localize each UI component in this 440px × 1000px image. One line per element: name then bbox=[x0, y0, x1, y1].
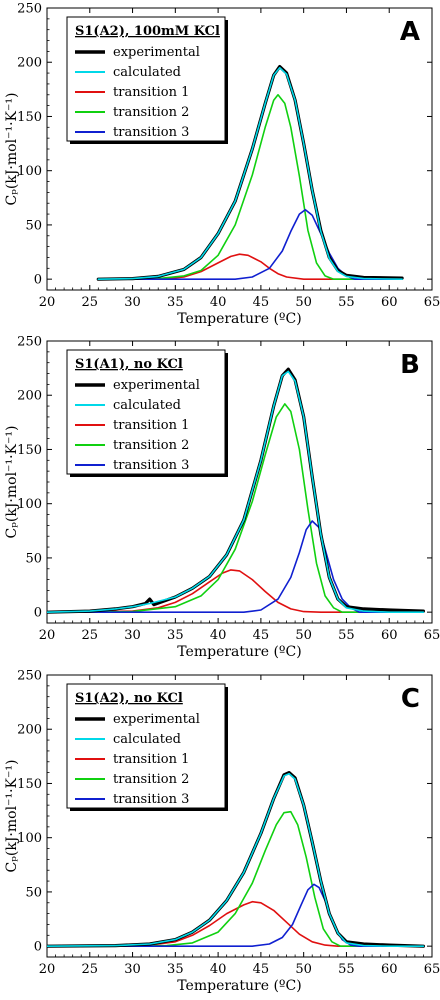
legend-label-transition-2: transition 2 bbox=[113, 772, 189, 787]
x-tick-label: 20 bbox=[39, 962, 56, 977]
chart-panel-c: 20 25 30 35 40 45 50 55 60 65 0 50 100 150 200 250 Tempe… bbox=[4, 669, 440, 995]
y-tick-label: 150 bbox=[17, 110, 42, 125]
legend-box bbox=[66, 349, 226, 475]
x-tick-label: 50 bbox=[295, 962, 312, 977]
legend-label-experimental: experimental bbox=[113, 45, 200, 60]
x-tick-label: 30 bbox=[124, 962, 141, 977]
y-axis-title: Cₚ(kJ·mol⁻¹·K⁻¹) bbox=[4, 93, 20, 206]
x-tick-label: 30 bbox=[124, 295, 141, 310]
x-tick-label: 35 bbox=[167, 628, 184, 643]
series-line-transition-3 bbox=[97, 208, 403, 281]
y-tick-label: 100 bbox=[17, 497, 42, 512]
series-line-transition-2 bbox=[47, 810, 425, 948]
series-line-transition-3 bbox=[47, 520, 425, 614]
x-axis-title: Temperature (ºC) bbox=[177, 311, 301, 327]
y-tick-label: 200 bbox=[17, 723, 42, 738]
panel-label: A bbox=[400, 17, 420, 47]
legend-label-transition-3: transition 3 bbox=[113, 125, 189, 140]
legend-label-calculated: calculated bbox=[113, 732, 181, 747]
x-tick-label: 55 bbox=[338, 295, 355, 310]
x-tick-label: 40 bbox=[210, 962, 227, 977]
series-group bbox=[96, 64, 404, 281]
x-tick-label: 65 bbox=[424, 962, 440, 977]
y-tick-label: 50 bbox=[25, 218, 42, 233]
x-tick-label: 40 bbox=[210, 295, 227, 310]
y-tick-label: 0 bbox=[34, 606, 42, 621]
y-tick-label: 50 bbox=[25, 551, 42, 566]
series-line-transition-1 bbox=[97, 253, 403, 281]
y-axis-title: Cₚ(kJ·mol⁻¹·K⁻¹) bbox=[4, 426, 20, 539]
x-tick-label: 35 bbox=[167, 295, 184, 310]
series-group bbox=[47, 367, 425, 614]
x-tick-label: 30 bbox=[124, 628, 141, 643]
legend-label-calculated: calculated bbox=[113, 398, 181, 413]
x-tick-label: 45 bbox=[253, 628, 270, 643]
legend-title: S1(A2), no KCl bbox=[75, 691, 183, 706]
y-axis-title: Cₚ(kJ·mol⁻¹·K⁻¹) bbox=[4, 760, 20, 873]
x-tick-label: 25 bbox=[82, 295, 99, 310]
legend-label-transition-1: transition 1 bbox=[113, 418, 189, 433]
y-tick-label: 150 bbox=[17, 777, 42, 792]
x-axis-title: Temperature (ºC) bbox=[177, 644, 301, 660]
series-group bbox=[47, 770, 425, 948]
x-tick-label: 35 bbox=[167, 962, 184, 977]
legend-label-transition-1: transition 1 bbox=[113, 85, 189, 100]
panel-label: B bbox=[400, 350, 420, 380]
x-tick-label: 60 bbox=[381, 295, 398, 310]
y-tick-label: 100 bbox=[17, 164, 42, 179]
series-line-calculated bbox=[97, 66, 403, 281]
legend-label-transition-3: transition 3 bbox=[113, 792, 189, 807]
x-tick-label: 25 bbox=[82, 962, 99, 977]
series-line-transition-2 bbox=[97, 94, 403, 281]
y-tick-label: 250 bbox=[17, 2, 42, 17]
series-line-transition-1 bbox=[47, 569, 425, 614]
legend-label-calculated: calculated bbox=[113, 65, 181, 80]
y-tick-label: 0 bbox=[34, 940, 42, 955]
y-tick-label: 150 bbox=[17, 443, 42, 458]
y-tick-label: 100 bbox=[17, 831, 42, 846]
x-tick-label: 60 bbox=[381, 962, 398, 977]
x-tick-label: 65 bbox=[424, 295, 440, 310]
x-tick-label: 65 bbox=[424, 628, 440, 643]
panel-label: C bbox=[401, 684, 420, 714]
x-tick-label: 25 bbox=[82, 628, 99, 643]
x-axis-title: Temperature (ºC) bbox=[177, 978, 301, 994]
x-tick-label: 60 bbox=[381, 628, 398, 643]
x-tick-label: 20 bbox=[39, 295, 56, 310]
y-tick-label: 250 bbox=[17, 335, 42, 350]
x-tick-label: 45 bbox=[253, 962, 270, 977]
series-line-transition-3 bbox=[47, 883, 425, 948]
legend-label-transition-3: transition 3 bbox=[113, 458, 189, 473]
x-tick-label: 40 bbox=[210, 628, 227, 643]
legend-title: S1(A2), 100mM KCl bbox=[75, 24, 220, 39]
x-tick-label: 50 bbox=[295, 628, 312, 643]
y-tick-label: 200 bbox=[17, 56, 42, 71]
y-tick-label: 50 bbox=[25, 885, 42, 900]
x-tick-label: 20 bbox=[39, 628, 56, 643]
chart-panel-b: 20 25 30 35 40 45 50 55 60 65 0 50 100 150 200 250 Tempe… bbox=[4, 335, 440, 661]
legend-box bbox=[66, 16, 226, 142]
legend-label-transition-1: transition 1 bbox=[113, 752, 189, 767]
legend-label-transition-2: transition 2 bbox=[113, 105, 189, 120]
legend-label-experimental: experimental bbox=[113, 378, 200, 393]
x-tick-label: 50 bbox=[295, 295, 312, 310]
y-tick-label: 0 bbox=[34, 273, 42, 288]
series-line-transition-1 bbox=[47, 900, 425, 948]
series-line-calculated bbox=[47, 370, 425, 614]
chart-panel-a: 20 25 30 35 40 45 50 55 60 65 0 50 100 150 200 250 Tempe… bbox=[4, 2, 440, 328]
legend-label-experimental: experimental bbox=[113, 712, 200, 727]
series-line-calculated bbox=[47, 772, 425, 948]
legend-label-transition-2: transition 2 bbox=[113, 438, 189, 453]
legend-box bbox=[66, 683, 226, 809]
x-tick-label: 45 bbox=[253, 295, 270, 310]
series-line-transition-2 bbox=[47, 403, 425, 614]
x-tick-label: 55 bbox=[338, 628, 355, 643]
y-tick-label: 250 bbox=[17, 669, 42, 684]
y-tick-label: 200 bbox=[17, 389, 42, 404]
legend-title: S1(A1), no KCl bbox=[75, 357, 183, 372]
x-tick-label: 55 bbox=[338, 962, 355, 977]
